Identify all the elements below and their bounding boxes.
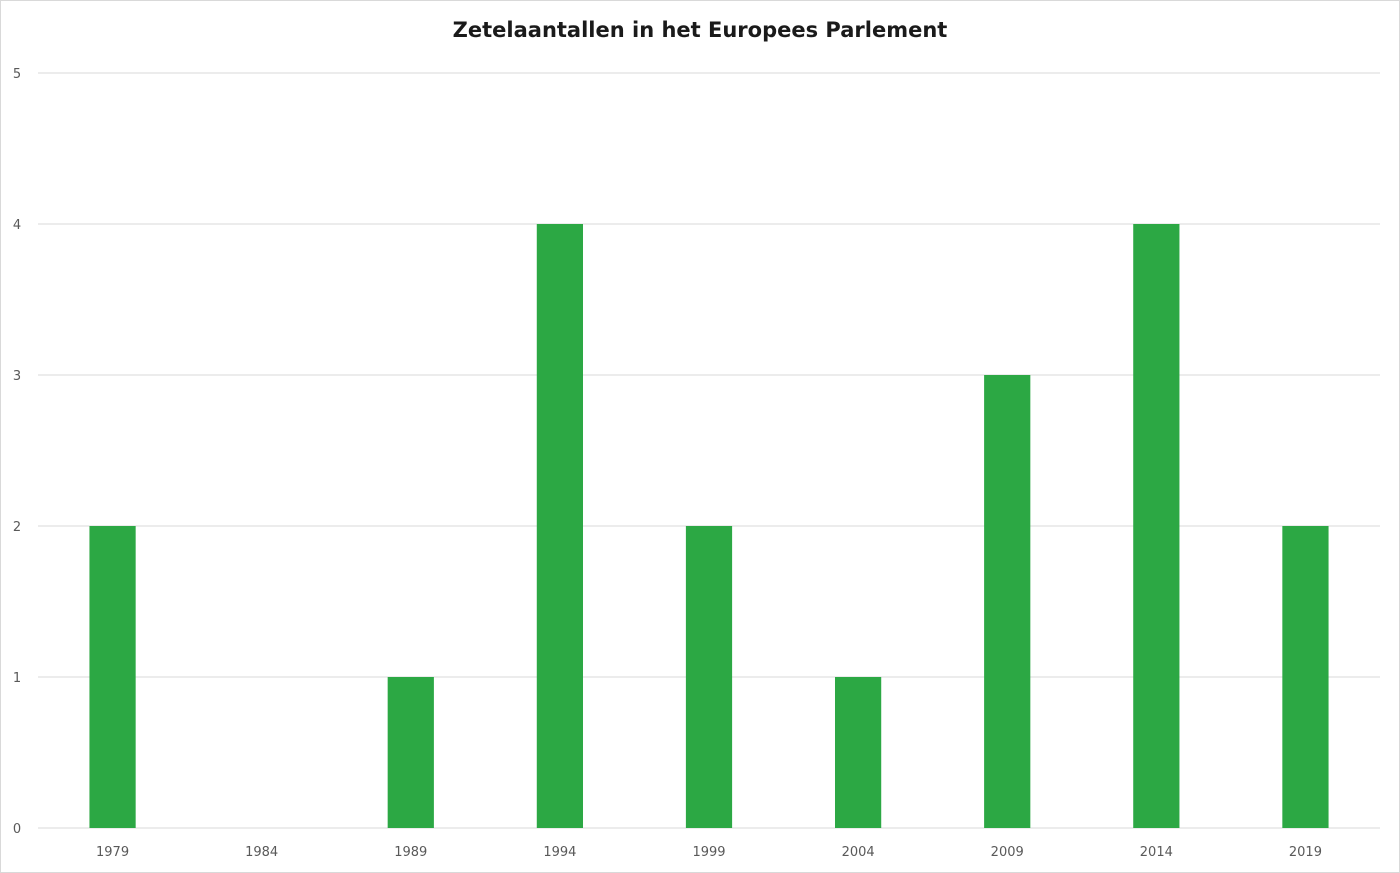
bar-2009: [984, 375, 1031, 828]
bar-2014: [1133, 224, 1180, 828]
y-tick-label: 0: [13, 822, 21, 837]
x-tick-label: 1979: [96, 845, 129, 860]
y-tick-label: 4: [13, 218, 21, 233]
y-tick-label: 5: [13, 67, 21, 82]
bar-1994: [536, 224, 584, 828]
x-tick-label: 2014: [1140, 845, 1173, 860]
y-tick-label: 3: [13, 369, 21, 384]
axes: 0 1 2 3 4 5 1979 1984 1989 1994 1999 2004 2009 2014 20…: [13, 67, 1322, 860]
bars: [89, 224, 1329, 828]
bar-2019: [1282, 526, 1329, 828]
chart-title: Zetelaantallen in het Europees Parlement: [452, 18, 948, 42]
x-tick-label: 2004: [842, 845, 875, 860]
bar-1999: [685, 526, 733, 828]
y-tick-label: 1: [13, 671, 21, 686]
x-tick-label: 1994: [543, 845, 576, 860]
bar-1989: [387, 677, 434, 828]
bar-1979: [89, 526, 136, 828]
y-tick-label: 2: [13, 520, 21, 535]
x-tick-label: 1984: [245, 845, 278, 860]
x-tick-label: 1989: [394, 845, 427, 860]
x-tick-label: 1999: [692, 845, 725, 860]
x-tick-label: 2009: [991, 845, 1024, 860]
x-tick-label: 2019: [1289, 845, 1322, 860]
bar-2004: [834, 677, 882, 828]
